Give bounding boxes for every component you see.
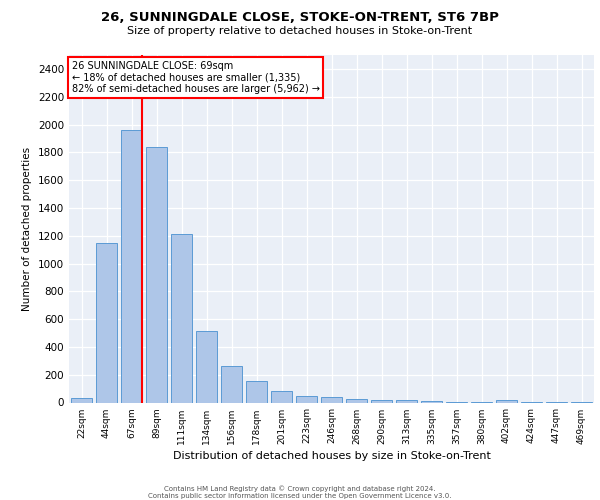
Bar (146, 146, 167, 402)
Bar (296, 396, 317, 402)
Bar (196, 331, 217, 402)
Text: Contains HM Land Registry data © Crown copyright and database right 2024.
Contai: Contains HM Land Registry data © Crown c… (148, 486, 452, 499)
Y-axis label: Number of detached properties: Number of detached properties (22, 146, 32, 311)
Text: 26, SUNNINGDALE CLOSE, STOKE-ON-TRENT, ST6 7BP: 26, SUNNINGDALE CLOSE, STOKE-ON-TRENT, S… (101, 11, 499, 24)
Bar (396, 400, 417, 402)
Bar (496, 400, 517, 402)
Bar (371, 400, 392, 402)
Bar (71, 398, 92, 402)
Bar (96, 242, 117, 402)
Bar (121, 130, 142, 402)
Bar (171, 234, 192, 402)
Bar (221, 366, 242, 403)
Bar (271, 392, 292, 402)
Bar (246, 381, 267, 402)
Bar (321, 396, 342, 402)
Bar (346, 399, 367, 402)
Text: 26 SUNNINGDALE CLOSE: 69sqm
← 18% of detached houses are smaller (1,335)
82% of : 26 SUNNINGDALE CLOSE: 69sqm ← 18% of det… (71, 60, 320, 94)
Text: Size of property relative to detached houses in Stoke-on-Trent: Size of property relative to detached ho… (127, 26, 473, 36)
Bar (421, 401, 442, 402)
X-axis label: Distribution of detached houses by size in Stoke-on-Trent: Distribution of detached houses by size … (173, 450, 490, 460)
